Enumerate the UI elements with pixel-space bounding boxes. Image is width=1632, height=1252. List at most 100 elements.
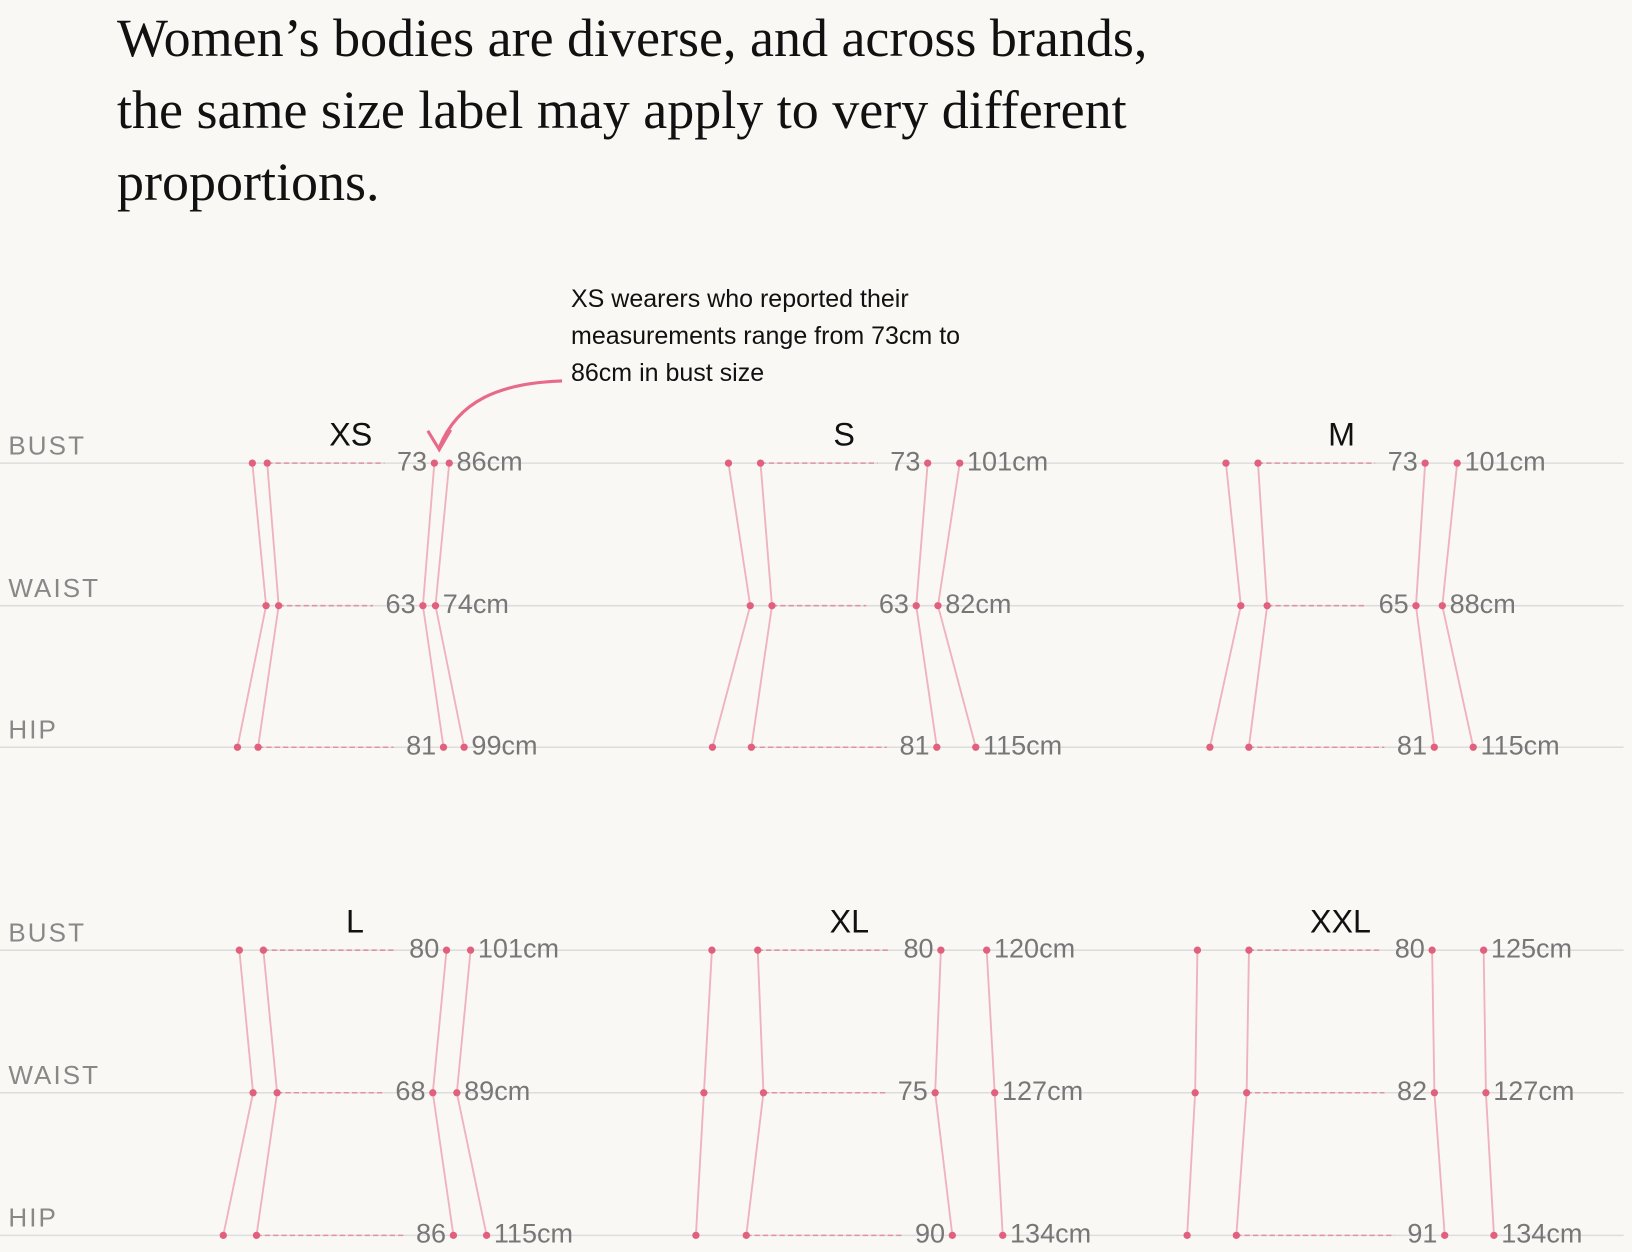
max-label: 134cm xyxy=(1010,1218,1091,1248)
min-label: 80 xyxy=(409,933,439,963)
dot xyxy=(756,459,765,467)
min-label: 63 xyxy=(386,589,416,619)
dot xyxy=(1479,946,1488,954)
min-label: 81 xyxy=(1397,730,1427,760)
min-label: 82 xyxy=(1397,1076,1427,1106)
max-label: 82cm xyxy=(945,589,1011,619)
size-label: L xyxy=(346,904,364,940)
dot xyxy=(700,1089,708,1097)
dot xyxy=(235,946,243,954)
dot xyxy=(1232,1231,1240,1239)
dot xyxy=(219,1231,227,1239)
dot xyxy=(692,1231,700,1239)
dot xyxy=(708,946,716,954)
measure-label: HIP xyxy=(8,715,58,745)
max-label: 101cm xyxy=(967,446,1048,476)
dot xyxy=(1490,1231,1498,1239)
annotation-arrow xyxy=(437,379,563,449)
max-label: 101cm xyxy=(1464,446,1545,476)
max-label: 134cm xyxy=(1501,1218,1582,1248)
size-label: S xyxy=(833,417,855,453)
dot xyxy=(1237,602,1245,610)
dot xyxy=(1243,1089,1251,1097)
dot xyxy=(252,1231,261,1239)
dot xyxy=(768,602,776,610)
dot xyxy=(983,946,991,954)
min-label: 73 xyxy=(397,446,427,476)
dot xyxy=(453,1089,461,1097)
min-label: 91 xyxy=(1407,1218,1437,1248)
arrow-head xyxy=(426,429,453,453)
dot xyxy=(1193,946,1202,954)
size-label: M xyxy=(1328,417,1355,453)
dot xyxy=(259,946,268,954)
dot xyxy=(999,1231,1007,1239)
dot xyxy=(708,743,717,751)
min-label: 90 xyxy=(915,1218,945,1248)
measure-label: WAIST xyxy=(8,573,100,603)
dot xyxy=(991,1089,999,1097)
dot xyxy=(263,459,271,467)
dot xyxy=(1191,1089,1199,1097)
dot xyxy=(937,946,945,954)
max-label: 89cm xyxy=(464,1076,530,1106)
dot xyxy=(1441,1231,1449,1239)
min-label: 81 xyxy=(899,730,929,760)
dot xyxy=(449,1231,458,1239)
dot xyxy=(742,1231,750,1239)
dot xyxy=(1453,459,1461,467)
dot xyxy=(1469,743,1477,751)
min-label: 81 xyxy=(406,730,436,760)
dot xyxy=(1263,602,1271,610)
dot xyxy=(419,602,427,610)
max-label: 127cm xyxy=(1493,1076,1574,1106)
max-label: 74cm xyxy=(443,589,509,619)
max-label: 120cm xyxy=(994,933,1075,963)
dot xyxy=(466,946,475,954)
min-label: 65 xyxy=(1379,589,1409,619)
max-label: 127cm xyxy=(1002,1076,1083,1106)
measure-label: WAIST xyxy=(8,1060,100,1090)
dot xyxy=(1428,946,1436,954)
dot xyxy=(934,602,942,610)
dot xyxy=(1482,1089,1490,1097)
max-label: 115cm xyxy=(494,1218,573,1248)
dot xyxy=(724,459,733,467)
dot xyxy=(233,743,242,751)
dot xyxy=(445,459,453,467)
dot xyxy=(430,459,439,467)
annotation: XS wearers who reported their measuremen… xyxy=(571,285,961,387)
min-label: 86 xyxy=(416,1218,446,1248)
dot xyxy=(1438,602,1446,610)
dot xyxy=(460,743,468,751)
measure-label: HIP xyxy=(8,1203,58,1233)
max-label: 99cm xyxy=(471,730,537,760)
chart-title: Women’s bodies are diverse, and across b… xyxy=(117,8,1148,212)
min-label: 73 xyxy=(890,446,920,476)
dot xyxy=(1254,459,1262,467)
dot xyxy=(956,459,964,467)
dot xyxy=(248,459,256,467)
dot xyxy=(431,602,440,610)
dot xyxy=(262,602,270,610)
max-label: 125cm xyxy=(1491,933,1572,963)
max-label: 115cm xyxy=(983,730,1062,760)
dot xyxy=(912,602,920,610)
dot xyxy=(972,743,980,751)
dot xyxy=(746,602,754,610)
min-label: 80 xyxy=(904,933,934,963)
dot xyxy=(429,1089,437,1097)
dot xyxy=(754,946,762,954)
max-label: 86cm xyxy=(457,446,523,476)
max-label: 115cm xyxy=(1481,730,1560,760)
min-label: 73 xyxy=(1388,446,1418,476)
measure-label: BUST xyxy=(8,917,86,947)
dot xyxy=(1430,743,1438,751)
size-label: XS xyxy=(329,417,372,453)
max-label: 88cm xyxy=(1450,589,1516,619)
dot xyxy=(1222,459,1230,467)
measure-label: BUST xyxy=(8,430,86,460)
dot xyxy=(759,1089,768,1097)
